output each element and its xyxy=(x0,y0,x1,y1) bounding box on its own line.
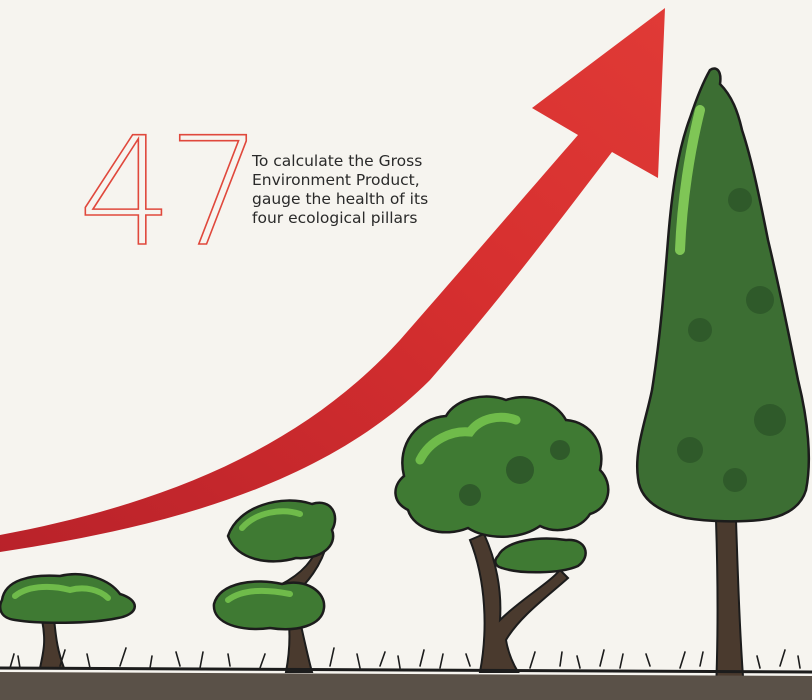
tall-tree xyxy=(636,67,811,691)
large-tree xyxy=(394,395,610,673)
arrow-body xyxy=(0,8,665,552)
ground xyxy=(0,647,812,700)
medium-tree xyxy=(212,499,337,673)
headline-number: 47 xyxy=(77,106,263,280)
headline-caption: To calculate the Gross Environment Produ… xyxy=(252,152,429,227)
growth-arrow xyxy=(0,8,665,552)
small-tree xyxy=(0,572,136,669)
